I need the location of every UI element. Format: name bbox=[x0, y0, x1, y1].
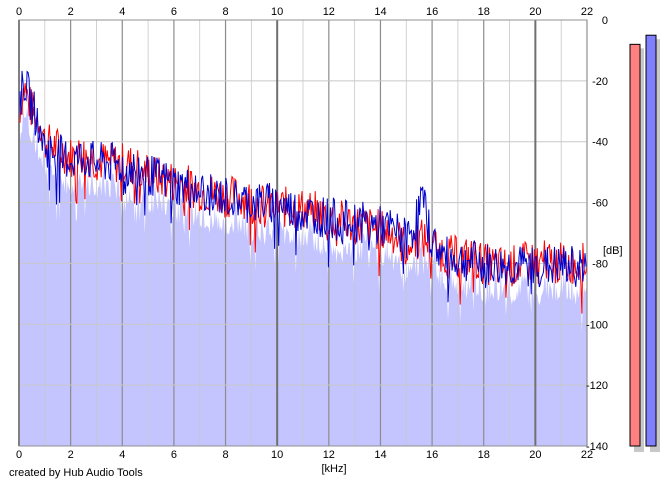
x-tick-label-bottom: 22 bbox=[581, 449, 593, 461]
level-meter-right bbox=[645, 34, 657, 447]
x-tick-label-bottom: 20 bbox=[529, 449, 541, 461]
x-axis-label: [kHz] bbox=[321, 463, 346, 475]
x-tick-label-bottom: 14 bbox=[374, 449, 386, 461]
y-tick-label: 0 bbox=[602, 15, 608, 27]
y-tick-label: -40 bbox=[592, 137, 608, 149]
x-tick-label-bottom: 18 bbox=[478, 449, 490, 461]
x-tick-label-top: 12 bbox=[323, 6, 335, 18]
credit-text: created by Hub Audio Tools bbox=[9, 467, 143, 479]
x-tick-label-bottom: 4 bbox=[119, 449, 125, 461]
x-tick-label-bottom: 2 bbox=[68, 449, 74, 461]
x-tick-label-top: 16 bbox=[426, 6, 438, 18]
x-tick-label-bottom: 12 bbox=[323, 449, 335, 461]
y-tick-label: -80 bbox=[592, 258, 608, 270]
x-tick-label-top: 14 bbox=[374, 6, 386, 18]
y-tick-label: -140 bbox=[586, 441, 608, 453]
x-tick-label-top: 6 bbox=[171, 6, 177, 18]
x-tick-label-bottom: 16 bbox=[426, 449, 438, 461]
y-axis-label: [dB] bbox=[603, 245, 623, 257]
x-tick-label-bottom: 6 bbox=[171, 449, 177, 461]
x-tick-label-top: 4 bbox=[119, 6, 125, 18]
y-tick-label: -120 bbox=[586, 380, 608, 392]
x-tick-label-top: 0 bbox=[16, 6, 22, 18]
x-tick-label-bottom: 10 bbox=[271, 449, 283, 461]
x-tick-label-top: 22 bbox=[581, 6, 593, 18]
x-tick-label-top: 8 bbox=[222, 6, 228, 18]
y-tick-label: -100 bbox=[586, 319, 608, 331]
y-tick-label: -20 bbox=[592, 76, 608, 88]
x-tick-label-bottom: 8 bbox=[222, 449, 228, 461]
level-meter-left bbox=[629, 43, 641, 447]
x-tick-label-bottom: 0 bbox=[16, 449, 22, 461]
x-tick-label-top: 10 bbox=[271, 6, 283, 18]
x-tick-label-top: 18 bbox=[478, 6, 490, 18]
x-tick-label-top: 2 bbox=[68, 6, 74, 18]
y-tick-label: -60 bbox=[592, 198, 608, 210]
x-tick-label-top: 20 bbox=[529, 6, 541, 18]
plot-frame bbox=[18, 19, 588, 447]
blue-channel-line bbox=[18, 70, 588, 303]
